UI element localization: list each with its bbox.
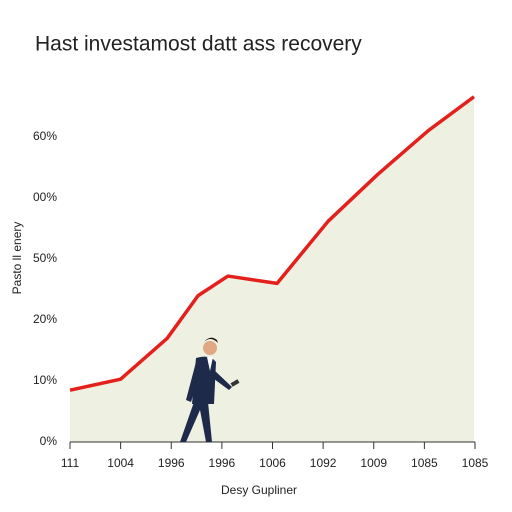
- x-tick-label: 111: [61, 456, 80, 470]
- x-tick-label: 1092: [310, 456, 337, 470]
- person-illustration: [180, 337, 240, 442]
- y-tick-label: 10%: [33, 373, 57, 387]
- x-tick-label: 1085: [411, 456, 438, 470]
- x-tick-label: 1085: [462, 456, 489, 470]
- x-tick-label: 1996: [209, 456, 236, 470]
- y-tick-label: 60%: [33, 129, 57, 143]
- y-axis-label: Pasto ll enery: [10, 222, 24, 295]
- chart-title: Hast investamost datt ass recovery: [35, 33, 362, 56]
- area-fill: [70, 96, 474, 443]
- plot-area: 0% 10% 20% 50% 00% 60% 111 1004 1996 1996 1006 1092…: [33, 95, 489, 470]
- x-tick-label: 1009: [360, 456, 387, 470]
- x-axis-label: Desy Gupliner: [221, 483, 297, 497]
- y-tick-label: 20%: [33, 312, 57, 326]
- y-tick-label: 00%: [33, 190, 57, 204]
- x-tick-label: 1996: [158, 456, 185, 470]
- y-tick-label: 0%: [40, 434, 58, 448]
- line: [69, 95, 476, 392]
- y-tick-label: 50%: [33, 251, 57, 265]
- x-tick-label: 1006: [259, 456, 286, 470]
- x-tick-label: 1004: [107, 456, 134, 470]
